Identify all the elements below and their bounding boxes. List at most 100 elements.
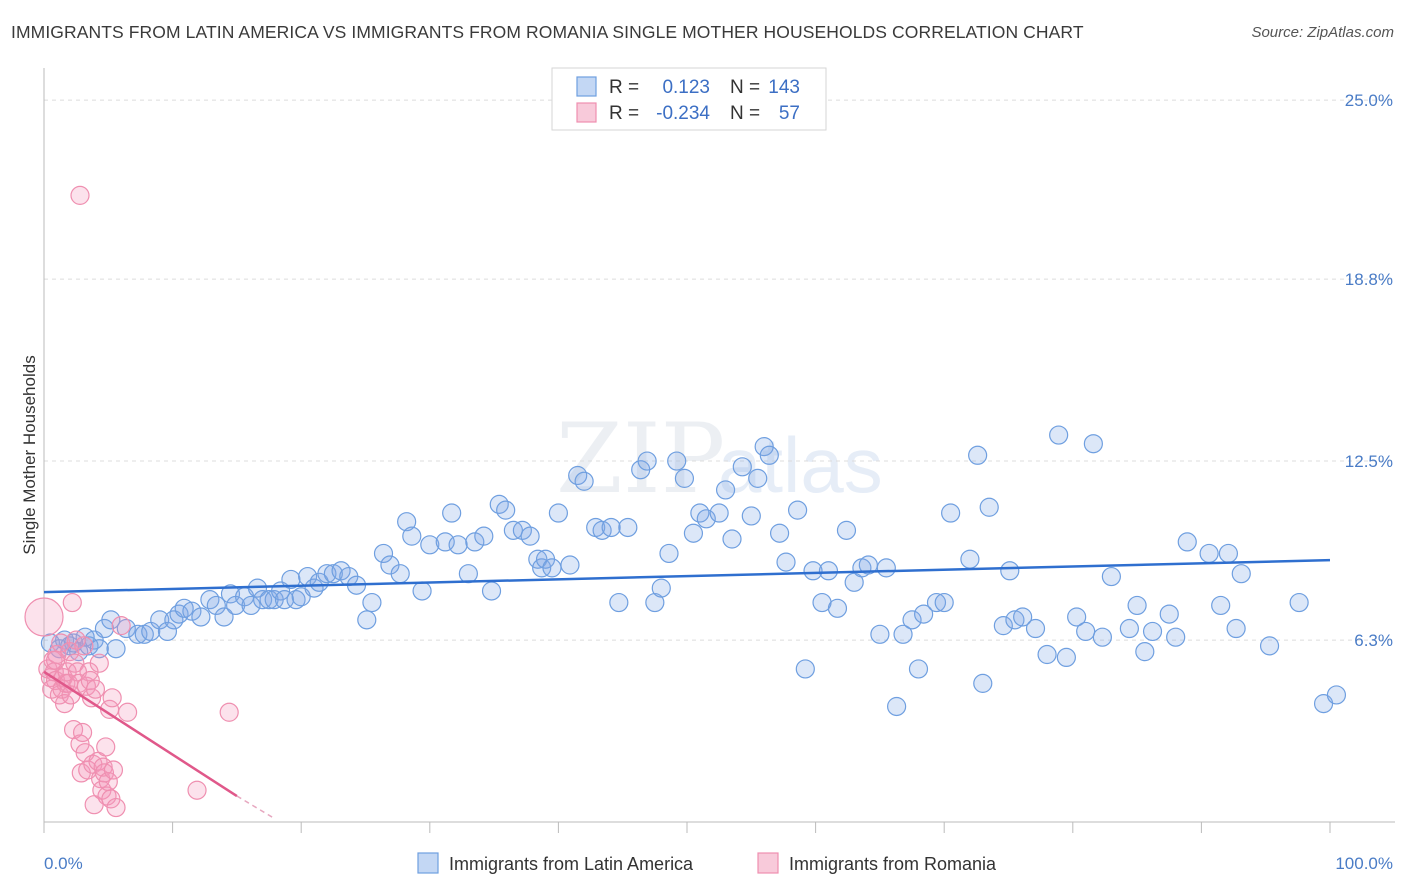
latin-america-point-62 — [474, 526, 494, 546]
latin-america-point-53 — [397, 512, 417, 532]
y-tick-label-0: 6.3% — [1354, 631, 1393, 650]
latin-america-point-115 — [893, 624, 913, 644]
legend-swatch-blue — [417, 852, 439, 874]
latin-america-point-123 — [968, 445, 988, 465]
axes — [43, 68, 1395, 833]
latin-america-point-81 — [618, 517, 638, 538]
latin-america-point-147 — [1211, 595, 1231, 616]
y-tick-label-1: 12.5% — [1345, 452, 1393, 471]
latin-america-point-73 — [548, 503, 569, 523]
latin-america-point-103 — [795, 659, 815, 679]
latin-america-point-43 — [317, 564, 337, 584]
latin-america-point-48 — [357, 610, 377, 630]
latin-america-point-11 — [101, 610, 121, 630]
latin-america-point-144 — [1166, 627, 1186, 647]
latin-america-point-86 — [659, 543, 679, 564]
latin-america-point-138 — [1101, 566, 1121, 587]
romania-point-38 — [89, 653, 109, 673]
latin-america-point-89 — [683, 523, 704, 543]
watermark-zip: ZIP — [556, 403, 725, 515]
romania-point-52 — [117, 702, 138, 722]
gridlines — [44, 99, 1395, 641]
trend-line-latin-america — [43, 558, 1331, 594]
legend-label-romania: Immigrants from Romania — [789, 854, 997, 874]
latin-america-point-143 — [1159, 604, 1179, 624]
latin-america-point-106 — [818, 561, 839, 581]
latin-america-point-25 — [206, 595, 226, 616]
latin-america-point-50 — [373, 543, 394, 564]
latin-america-point-119 — [926, 592, 947, 613]
latin-america-point-114 — [887, 696, 907, 717]
x-tick-label-0: 0.0% — [44, 854, 83, 873]
stats-r-label-1: R = — [609, 77, 639, 98]
latin-america-point-13 — [116, 618, 136, 639]
latin-america-point-95 — [732, 457, 752, 477]
stats-swatch-blue — [576, 76, 597, 97]
latin-america-point-102 — [787, 500, 808, 520]
y-tick-labels: 6.3% 12.5% 18.8% 25.0% — [1345, 91, 1393, 650]
latin-america-point-107 — [827, 598, 848, 618]
latin-america-point-23 — [191, 607, 211, 627]
latin-america-point-148 — [1218, 543, 1239, 564]
romania-point-43 — [96, 737, 116, 757]
trend-lines — [43, 558, 1331, 820]
romania-point-54 — [187, 780, 207, 800]
stats-n-value-1: 143 — [768, 77, 800, 98]
x-tick-label-1: 100.0% — [1335, 854, 1393, 873]
latin-america-point-141 — [1135, 642, 1155, 662]
romania-point-53 — [70, 185, 90, 205]
latin-america-point-120 — [934, 592, 954, 613]
legend-item-latin-america[interactable]: Immigrants from Latin America — [417, 852, 694, 874]
latin-america-point-145 — [1177, 532, 1197, 552]
latin-america-point-79 — [601, 517, 621, 538]
romania-point-0 — [24, 597, 64, 637]
latin-america-point-137 — [1092, 627, 1112, 647]
romania-point-18 — [62, 592, 82, 613]
latin-america-point-116 — [902, 610, 922, 630]
latin-america-point-83 — [637, 451, 657, 471]
latin-america-point-85 — [651, 578, 671, 598]
latin-america-point-100 — [769, 523, 790, 543]
latin-america-point-154 — [1326, 685, 1347, 705]
latin-america-point-108 — [836, 520, 857, 540]
latin-america-point-18 — [157, 621, 178, 642]
romania-point-51 — [111, 616, 131, 636]
stats-n-label-1: N = — [730, 77, 760, 98]
romania-point-55 — [219, 702, 239, 722]
legend-swatch-pink — [757, 852, 779, 874]
latin-america-point-65 — [496, 500, 516, 520]
trend-line-romania — [43, 670, 238, 798]
latin-america-point-101 — [776, 552, 796, 572]
latin-america-point-93 — [715, 480, 736, 500]
latin-america-point-139 — [1119, 618, 1139, 639]
latin-america-point-104 — [803, 561, 823, 581]
romania-point-48 — [102, 688, 122, 708]
latin-america-point-134 — [1067, 607, 1087, 627]
latin-america-point-149 — [1226, 618, 1246, 639]
legend-item-romania[interactable]: Immigrants from Romania — [757, 852, 997, 874]
latin-america-point-21 — [174, 598, 194, 618]
latin-america-point-88 — [674, 468, 695, 488]
latin-america-point-121 — [941, 503, 961, 523]
romania-point-26 — [72, 722, 93, 743]
latin-america-point-112 — [870, 624, 890, 644]
latin-america-point-76 — [574, 471, 594, 491]
latin-america-point-60 — [458, 564, 478, 584]
latin-america-point-151 — [1259, 636, 1280, 656]
latin-america-point-63 — [481, 581, 502, 601]
latin-america-point-32 — [253, 590, 273, 610]
latin-america-point-30 — [241, 595, 261, 616]
latin-america-point-94 — [722, 529, 742, 549]
x-tick-labels: 0.0% 100.0% — [44, 854, 1393, 873]
latin-america-point-130 — [1025, 618, 1046, 639]
latin-america-point-67 — [512, 520, 532, 540]
latin-america-point-9 — [89, 639, 109, 659]
romania-point-49 — [103, 760, 124, 780]
y-tick-label-2: 18.8% — [1345, 270, 1393, 289]
latin-america-point-118 — [914, 604, 934, 624]
latin-america-point-72 — [542, 558, 562, 578]
romania-point-27 — [74, 636, 94, 656]
latin-america-point-80 — [609, 592, 629, 613]
watermark-atlas: atlas — [718, 421, 883, 509]
legend-label-latin-america: Immigrants from Latin America — [449, 854, 694, 874]
